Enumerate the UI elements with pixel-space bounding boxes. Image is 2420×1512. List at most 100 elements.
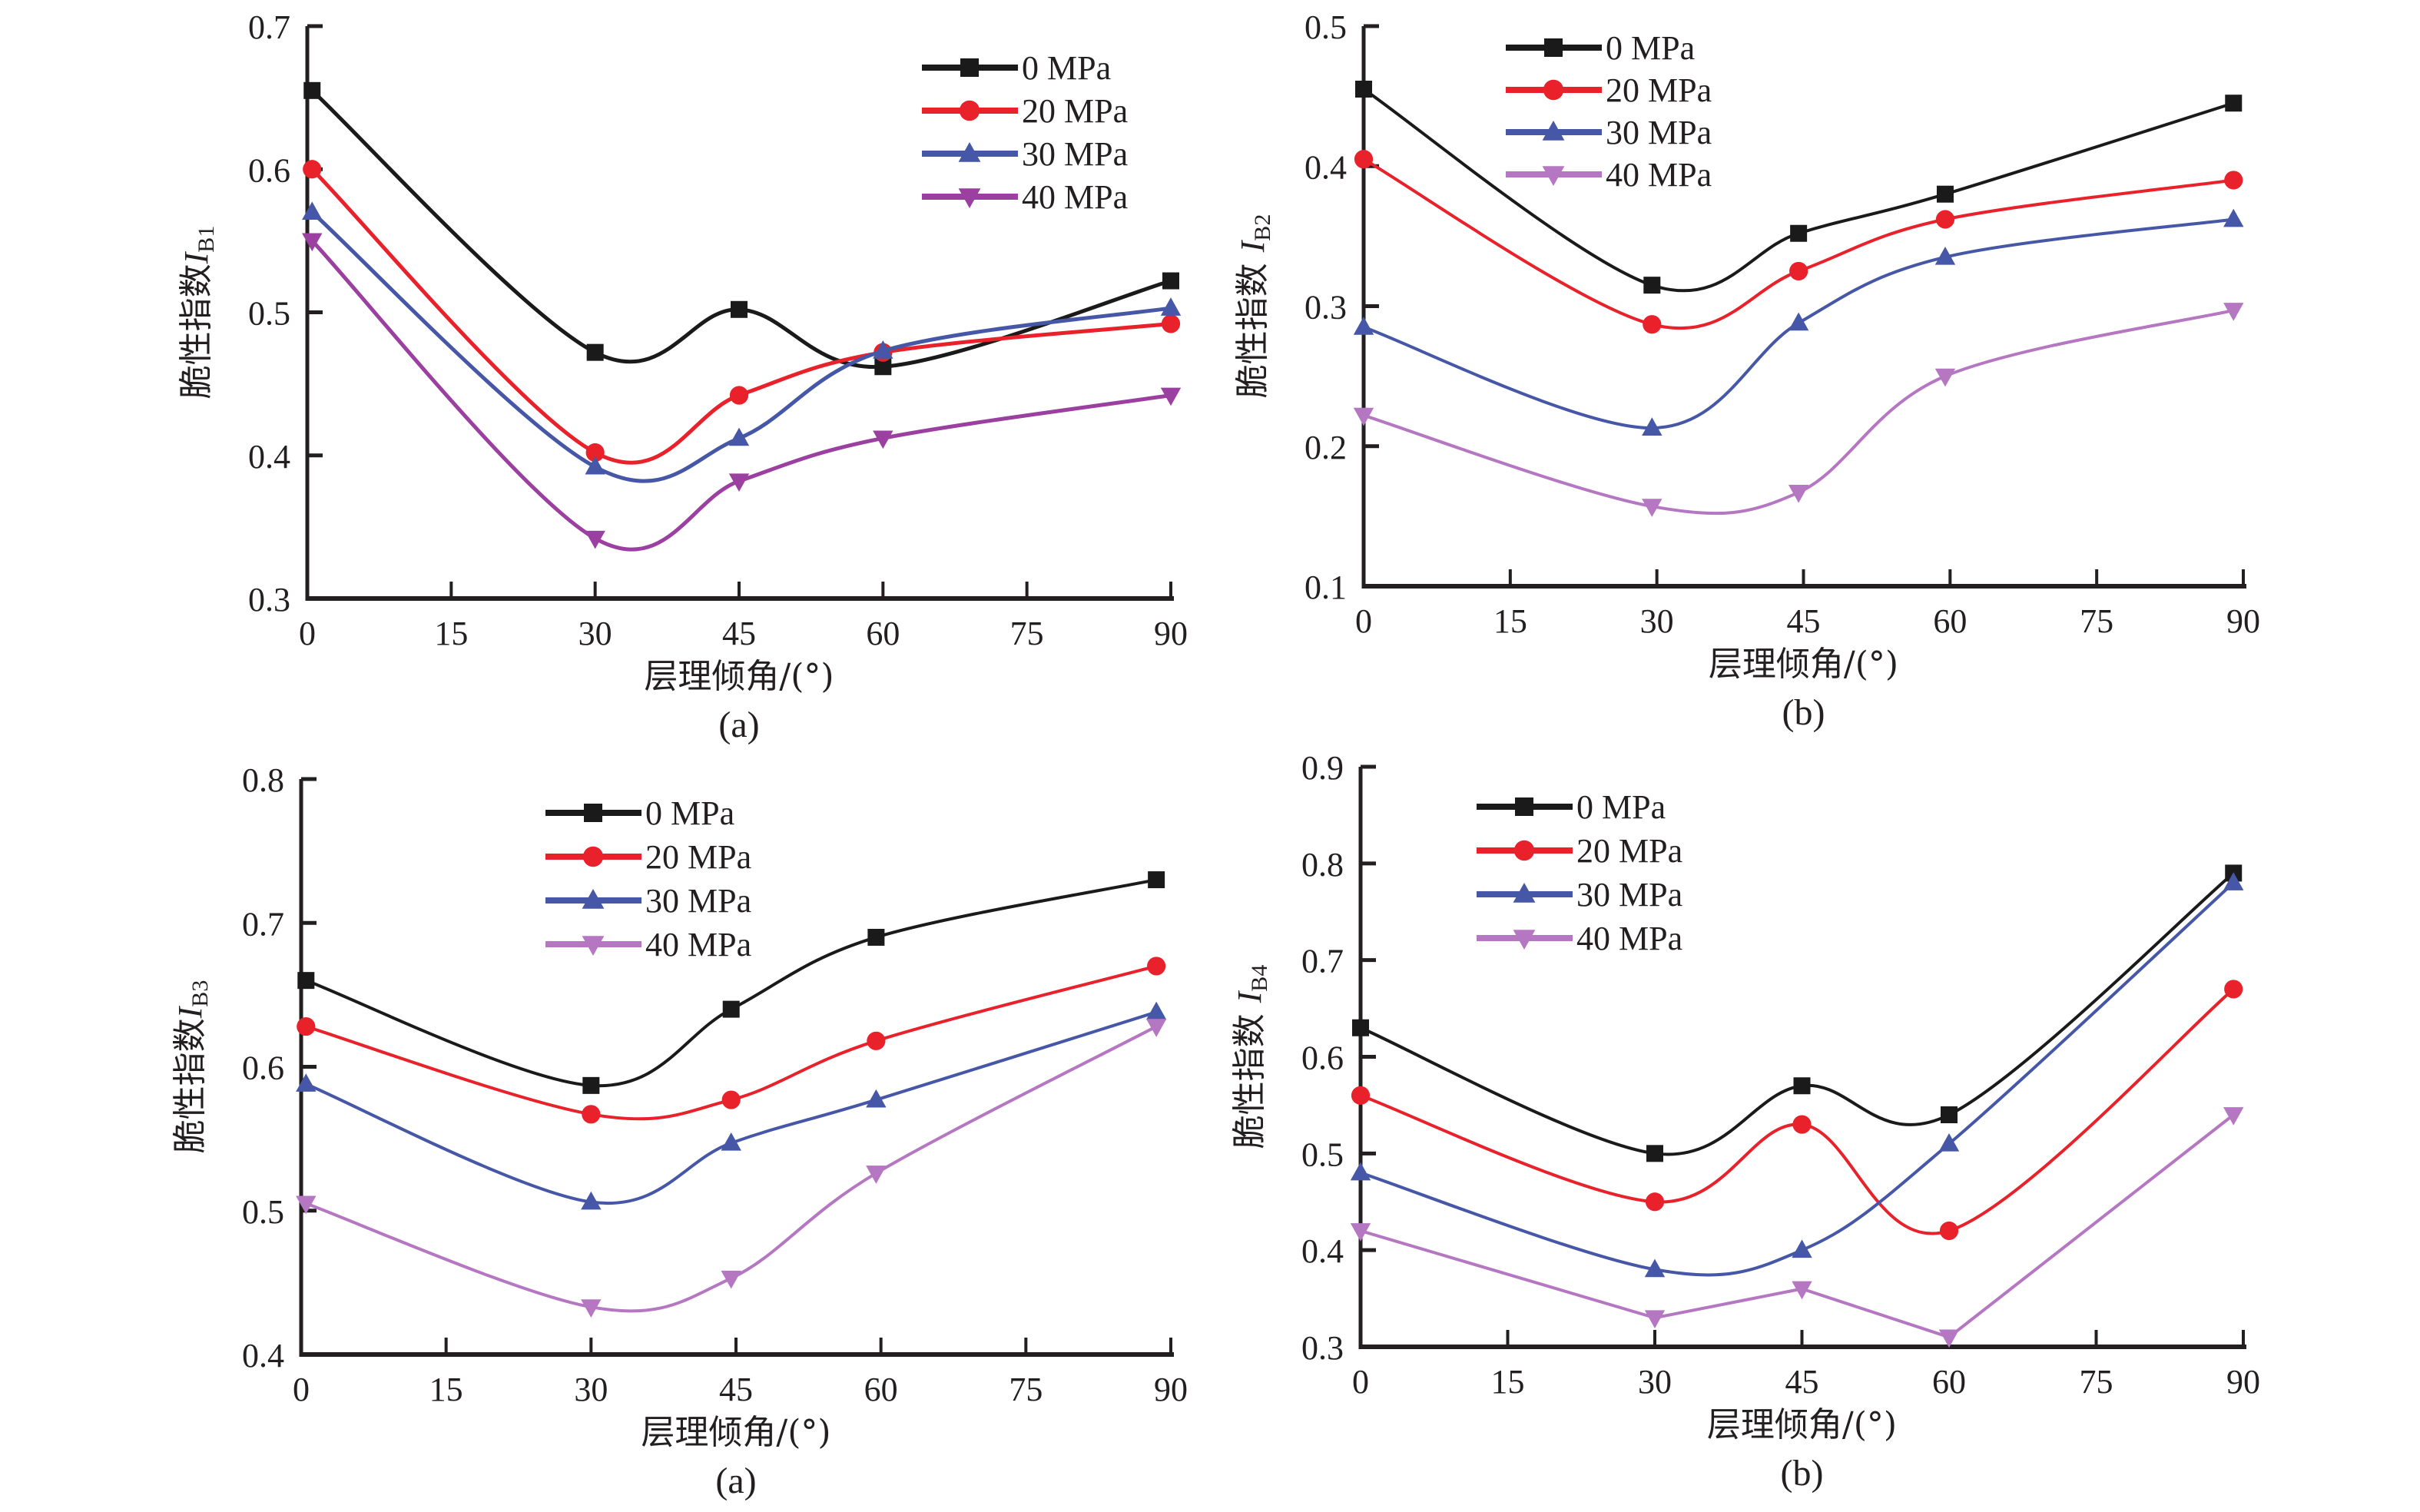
chart-panel-b-top: 0.1 0.2 0.3 0.4 0.5 0 15 30 45 60 75 90 层理倾角/(°) (b) 脆…: [1233, 8, 2260, 733]
legend-item: 30 MPa: [1506, 114, 1712, 151]
data-point: [297, 1016, 316, 1036]
data-point: [1939, 1221, 1959, 1241]
data-point: [303, 81, 321, 99]
y-axis-title-text: 脆性指数: [1233, 252, 1272, 398]
series-40-mpa: [1353, 303, 2244, 517]
series-line: [1360, 987, 2235, 1235]
data-point: [585, 530, 605, 549]
y-axis-title: 脆性指数 IB2: [1233, 214, 1275, 399]
series-40-mpa: [296, 1019, 1167, 1318]
x-tick-label: 45: [1785, 1363, 1819, 1401]
legend-label: 30 MPa: [645, 882, 751, 920]
x-tick-label: 90: [1154, 615, 1188, 652]
x-tick-label: 75: [1010, 615, 1044, 652]
data-point: [2225, 94, 2243, 112]
y-tick-label: 0.3: [1304, 289, 1347, 327]
data-point: [873, 430, 893, 449]
data-point: [1789, 261, 1808, 281]
data-point: [731, 300, 748, 318]
legend-marker: [1544, 38, 1563, 57]
y-axis-title-subscript: B3: [187, 980, 213, 1007]
y-tick-label: 0.5: [242, 1193, 284, 1231]
y-tick-label: 0.8: [1301, 846, 1344, 884]
series-20-mpa: [1351, 980, 2243, 1241]
x-tick-label: 0: [299, 615, 316, 652]
data-point: [1642, 499, 1663, 517]
y-axis-title-subscript: B1: [194, 226, 219, 253]
y-tick-label: 0.8: [242, 761, 284, 799]
series-line: [310, 88, 1172, 369]
data-point: [581, 1299, 602, 1318]
data-point: [867, 928, 885, 946]
x-tick-label: 15: [429, 1371, 463, 1408]
legend-item: 20 MPa: [1506, 71, 1712, 109]
x-tick-label: 15: [434, 615, 468, 652]
y-tick-label: 0.3: [1301, 1329, 1344, 1367]
x-tick-label: 90: [1154, 1371, 1188, 1408]
data-point: [874, 358, 892, 376]
data-point: [1790, 224, 1808, 242]
legend-marker: [1515, 797, 1533, 816]
data-point: [581, 1191, 602, 1210]
y-tick-label: 0.1: [1304, 569, 1347, 606]
legend-marker: [582, 846, 604, 867]
series-line: [310, 167, 1172, 465]
data-point: [296, 1073, 317, 1092]
series-line: [1360, 1113, 2235, 1339]
legend-item: 40 MPa: [1477, 920, 1682, 957]
data-point: [866, 1089, 887, 1108]
y-tick-label: 0.6: [242, 1049, 284, 1087]
x-tick-label: 15: [1493, 602, 1527, 640]
y-tick-label: 0.4: [248, 438, 290, 476]
x-tick-label: 30: [574, 1371, 608, 1408]
x-tick-label: 75: [2080, 602, 2113, 640]
panel-caption: (b): [1781, 1453, 1824, 1494]
data-point: [1148, 871, 1165, 889]
data-point: [303, 160, 322, 179]
y-tick-label: 0.7: [1301, 943, 1344, 980]
x-tick-label: 0: [1355, 602, 1372, 640]
x-tick-label: 45: [719, 1371, 753, 1408]
y-tick-label: 0.2: [1304, 429, 1347, 466]
y-axis-title-variable: I: [1234, 239, 1271, 253]
data-point: [1350, 1223, 1371, 1242]
data-point: [722, 1000, 740, 1018]
legend-marker: [584, 804, 602, 822]
data-point: [1644, 1310, 1666, 1328]
series-line: [1363, 158, 2234, 330]
legend-marker: [1513, 883, 1536, 903]
series-30-mpa: [296, 1001, 1167, 1210]
data-point: [728, 427, 750, 446]
data-point: [728, 473, 750, 492]
y-axis-title: 脆性指数IB1: [177, 226, 219, 400]
y-tick-label: 0.6: [1301, 1040, 1344, 1077]
legend-item: 20 MPa: [1477, 832, 1682, 870]
legend-marker: [582, 936, 605, 956]
series-40-mpa: [302, 233, 1182, 552]
y-tick-label: 0.5: [1304, 8, 1347, 46]
data-point: [296, 1195, 317, 1215]
series-line: [1363, 309, 2234, 516]
x-tick-label: 60: [866, 615, 900, 652]
series-0-mpa: [1352, 864, 2243, 1162]
data-point: [866, 1166, 887, 1184]
data-point: [585, 456, 605, 475]
y-tick-label: 0.4: [1301, 1232, 1344, 1270]
data-point: [1351, 1086, 1371, 1105]
x-tick-label: 75: [2080, 1363, 2113, 1401]
data-point: [1934, 368, 1956, 387]
y-tick-label: 0.6: [248, 151, 290, 189]
data-point: [2223, 872, 2244, 890]
x-tick-label: 30: [1638, 1363, 1672, 1401]
legend-marker: [582, 889, 605, 909]
series-0-mpa: [1355, 81, 2243, 294]
data-point: [1644, 1258, 1666, 1278]
data-point: [1643, 315, 1662, 334]
data-point: [1161, 314, 1181, 333]
series-30-mpa: [1350, 872, 2244, 1278]
data-point: [1353, 317, 1374, 335]
data-point: [2223, 1107, 2244, 1126]
legend-label: 0 MPa: [1022, 49, 1111, 87]
data-point: [2224, 980, 2243, 999]
